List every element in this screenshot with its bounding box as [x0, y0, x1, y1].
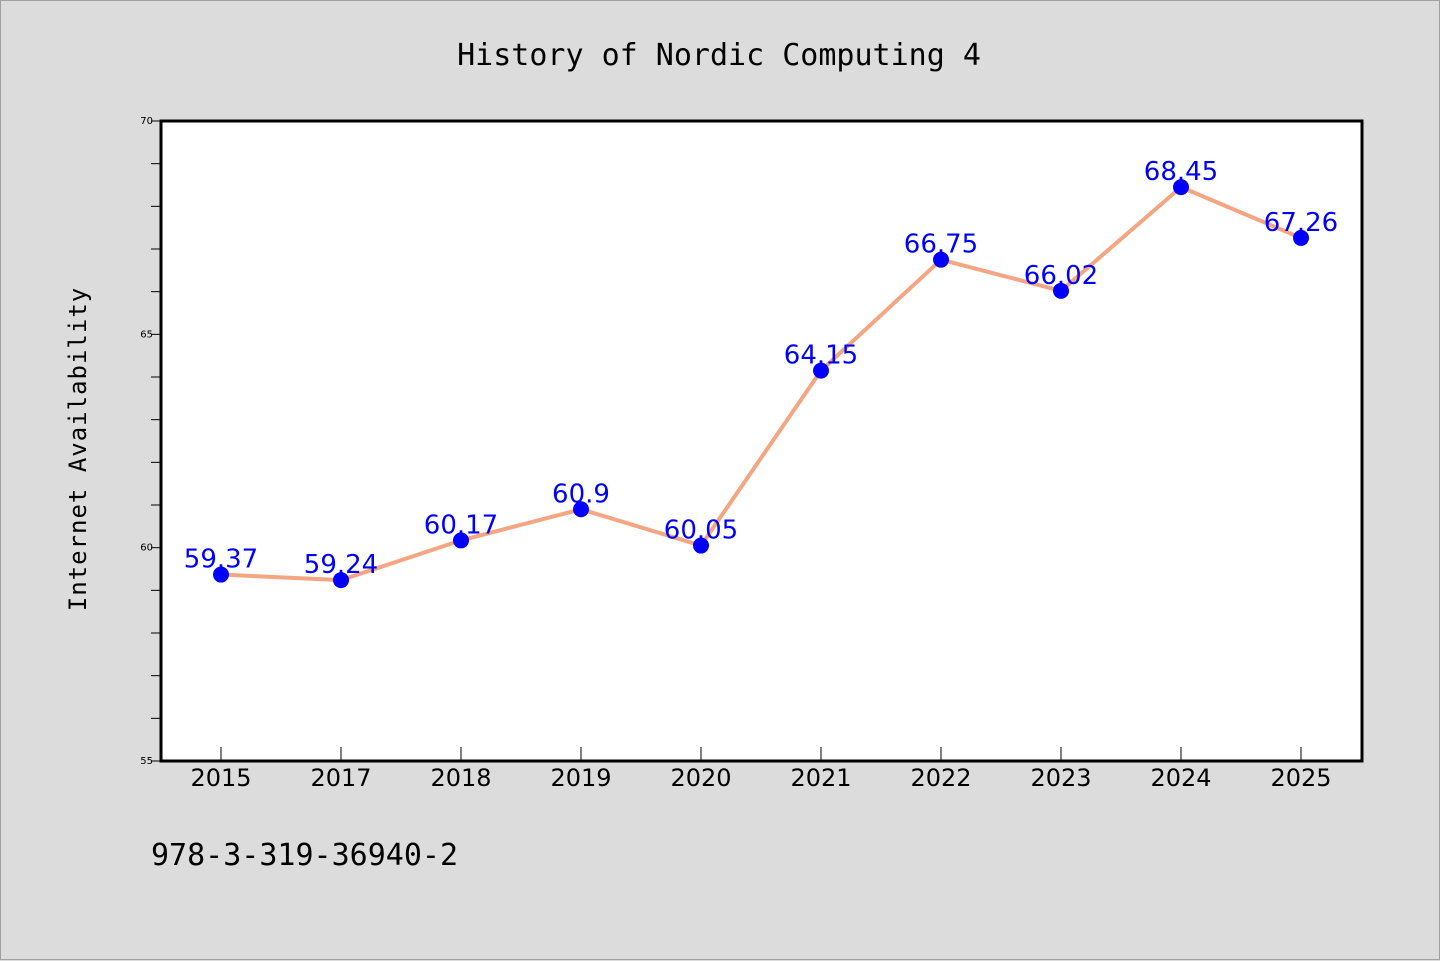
x-tick-label: 2023 — [1030, 764, 1091, 792]
data-point — [1293, 229, 1309, 246]
x-tick-label: 2021 — [790, 764, 851, 792]
x-tick-labels: 2015 2017 2018 2019 2020 2021 2022 2023 2024 2025 — [190, 764, 1331, 792]
data-point — [1173, 179, 1189, 196]
data-label: 59.24 — [304, 550, 378, 580]
data-point — [453, 532, 469, 549]
data-point — [933, 251, 949, 268]
data-label: 67.26 — [1264, 208, 1338, 238]
data-point — [813, 362, 829, 379]
data-point — [1053, 282, 1069, 299]
x-tick-label: 2019 — [550, 764, 611, 792]
isbn-footer: 978-3-319-36940-2 — [151, 838, 458, 873]
data-label: 68.45 — [1144, 157, 1218, 187]
x-tick-label: 2024 — [1150, 764, 1211, 792]
data-label: 66.75 — [904, 230, 978, 260]
y-minor-ticks — [151, 120, 161, 762]
y-axis-label: Internet Availability — [64, 287, 92, 611]
data-labels: 59.37 59.24 60.17 60.9 60.05 64.15 66.75 66.02 6… — [184, 157, 1338, 580]
x-tick-label: 2015 — [190, 764, 251, 792]
x-tick-label: 2025 — [1270, 764, 1331, 792]
data-label: 60.17 — [424, 510, 498, 540]
y-tick-label: 55 — [140, 756, 153, 767]
data-label: 60.05 — [664, 516, 738, 546]
data-label: 66.02 — [1024, 261, 1098, 291]
plot-area — [159, 119, 1364, 763]
y-tick-labels: 55 60 65 70 — [140, 116, 153, 767]
data-label: 64.15 — [784, 341, 858, 371]
data-label: 60.9 — [552, 479, 610, 509]
x-tick-label: 2017 — [310, 764, 371, 792]
data-point — [213, 566, 229, 583]
series-line-group — [220, 185, 1302, 583]
data-point — [573, 501, 589, 518]
series-line — [220, 185, 1302, 583]
x-tick-label: 2018 — [430, 764, 491, 792]
x-tick-label: 2020 — [670, 764, 731, 792]
chart-title: History of Nordic Computing 4 — [457, 38, 981, 73]
y-tick-label: 65 — [140, 329, 153, 340]
y-tick-label: 60 — [140, 543, 153, 554]
data-point — [693, 537, 709, 554]
data-label: 59.37 — [184, 545, 258, 575]
x-ticks — [220, 747, 1302, 761]
data-point — [333, 572, 349, 589]
x-tick-label: 2022 — [910, 764, 971, 792]
series-markers — [213, 179, 1309, 589]
y-tick-label: 70 — [140, 116, 153, 127]
